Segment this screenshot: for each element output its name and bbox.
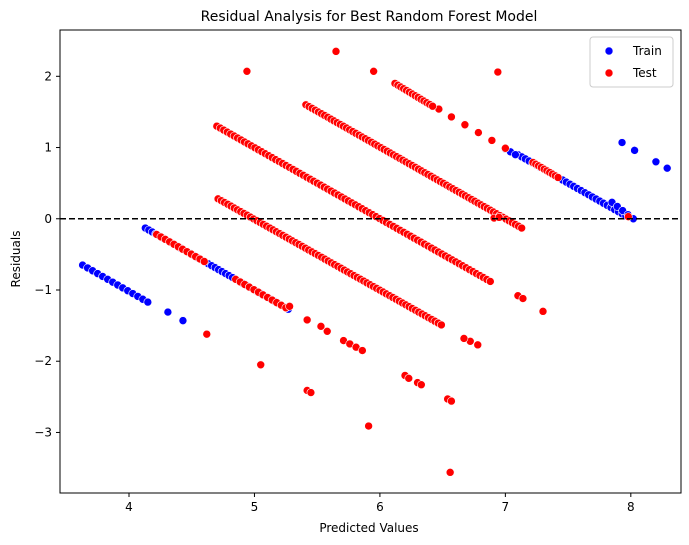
data-point-test	[517, 223, 526, 233]
data-point-train	[511, 150, 520, 159]
data-point-test	[538, 307, 548, 316]
data-point-test	[445, 468, 455, 477]
data-point-test	[459, 334, 469, 343]
legend-marker-test	[604, 68, 614, 78]
plot-points	[78, 47, 672, 477]
legend-label-test: Test	[632, 66, 657, 80]
y-axis-ticks: −3 −2 −1 0 1 2	[34, 69, 60, 439]
y-tick-label: 2	[44, 69, 52, 83]
data-point-test	[473, 340, 483, 350]
data-point-test	[322, 327, 332, 336]
data-point-test	[428, 101, 437, 111]
data-point-train	[143, 297, 153, 307]
data-point-test	[358, 346, 367, 355]
data-point-test	[460, 120, 470, 130]
data-point-test	[302, 315, 312, 325]
plot-frame	[59, 29, 682, 494]
legend: Train Test	[589, 36, 674, 88]
data-point-test	[369, 67, 378, 76]
data-point-test	[447, 396, 456, 406]
y-tick-label: −2	[34, 354, 52, 368]
x-tick-label: 6	[376, 500, 384, 514]
data-point-test	[474, 128, 483, 137]
data-point-test	[256, 360, 266, 370]
y-axis-label: Residuals	[9, 231, 23, 288]
data-point-test	[493, 67, 503, 77]
data-point-train	[163, 307, 173, 317]
y-tick-label: −1	[34, 283, 52, 297]
data-point-train	[651, 157, 661, 167]
data-point-test	[417, 380, 426, 390]
data-point-test	[202, 329, 212, 339]
data-point-test	[518, 294, 528, 303]
data-point-test	[553, 173, 563, 182]
x-tick-label: 8	[627, 500, 635, 514]
data-point-test	[404, 374, 414, 383]
data-point-test	[364, 421, 373, 431]
y-tick-label: 1	[44, 141, 52, 155]
data-point-test	[199, 257, 209, 266]
x-tick-label: 7	[502, 500, 510, 514]
data-point-test	[494, 213, 504, 222]
data-point-test	[486, 277, 495, 286]
data-point-test	[285, 302, 294, 311]
data-point-test	[437, 320, 446, 330]
legend-marker-train	[604, 46, 614, 56]
x-axis-ticks: 4 5 6 7 8	[125, 493, 635, 514]
data-point-test	[487, 136, 497, 145]
data-point-test	[501, 143, 510, 153]
data-point-test	[331, 47, 341, 56]
chart-title: Residual Analysis for Best Random Forest…	[201, 9, 538, 25]
data-point-test	[447, 112, 456, 122]
data-point-train	[662, 163, 672, 173]
data-point-test	[242, 67, 252, 76]
x-axis-label: Predicted Values	[319, 521, 418, 535]
data-point-train	[178, 316, 188, 325]
y-tick-label: −3	[34, 425, 52, 439]
data-point-train	[617, 138, 627, 147]
x-tick-label: 5	[251, 500, 259, 514]
x-tick-label: 4	[125, 500, 133, 514]
y-tick-label: 0	[44, 212, 52, 226]
legend-label-train: Train	[632, 44, 662, 58]
data-point-test	[316, 322, 326, 331]
data-point-test	[306, 388, 316, 397]
data-point-train	[630, 146, 639, 155]
